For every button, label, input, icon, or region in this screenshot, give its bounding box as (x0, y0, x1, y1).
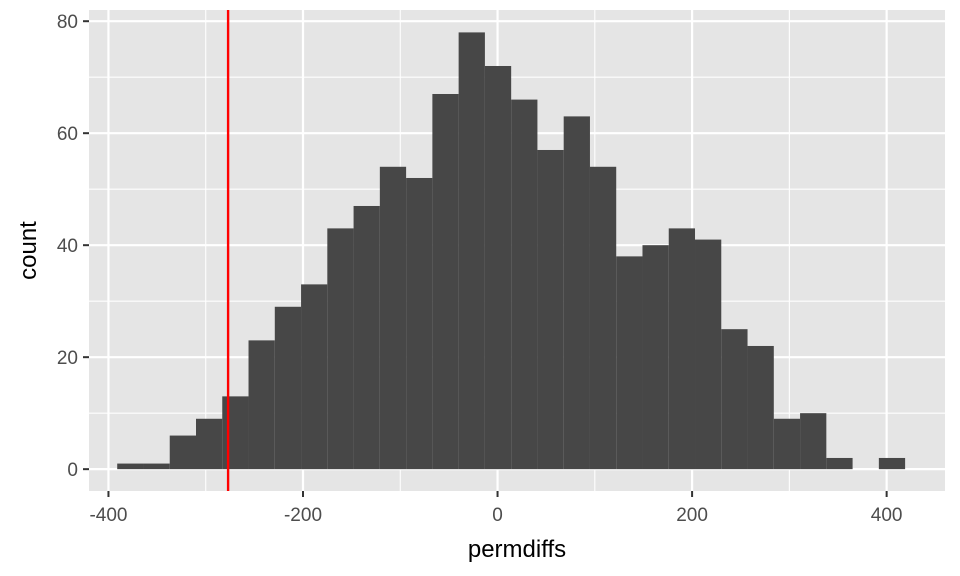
histogram-bar (826, 457, 853, 470)
histogram-bar (458, 32, 485, 470)
histogram-bar (878, 457, 906, 470)
x-tick-label: -400 (89, 505, 127, 526)
y-axis: 0 20 40 60 80 (57, 12, 89, 481)
x-tick-label: 400 (871, 505, 903, 526)
histogram-bar (169, 435, 196, 470)
histogram-bar (222, 396, 249, 470)
x-tick-label: 200 (676, 505, 708, 526)
histogram-bar (379, 166, 407, 470)
histogram-bar (721, 329, 748, 470)
x-axis-title: permdiffs (468, 536, 566, 563)
y-tick-label: 40 (57, 236, 78, 257)
histogram-bar (747, 345, 774, 470)
histogram-bar (616, 256, 643, 470)
histogram-bar (301, 284, 328, 470)
histogram-bar (537, 149, 564, 470)
histogram-bar (406, 177, 433, 470)
histogram-bar (143, 463, 170, 470)
y-tick-label: 80 (57, 12, 78, 33)
x-tick-label: -200 (284, 505, 322, 526)
histogram-bars (117, 32, 906, 470)
histogram-bar (589, 166, 617, 470)
y-tick-label: 20 (57, 348, 78, 369)
y-axis-title: count (15, 221, 42, 280)
y-tick-label: 0 (67, 460, 78, 481)
histogram-bar (432, 93, 459, 470)
histogram-bar (196, 418, 223, 470)
histogram-bar (353, 205, 380, 470)
histogram-bar (773, 418, 801, 470)
histogram-bar (511, 99, 538, 470)
x-axis: -400 -200 0 200 400 (89, 491, 902, 526)
histogram-bar (274, 306, 302, 470)
histogram-bar (800, 413, 827, 470)
histogram-bar (695, 239, 722, 470)
histogram-bar (248, 340, 275, 470)
histogram-bar (117, 463, 144, 470)
y-tick-label: 60 (57, 124, 78, 145)
histogram-bar (642, 245, 669, 470)
histogram-bar (668, 228, 696, 470)
histogram-bar (327, 228, 354, 470)
x-tick-label: 0 (492, 505, 503, 526)
histogram-bar (563, 116, 590, 470)
histogram-bar (484, 65, 512, 470)
